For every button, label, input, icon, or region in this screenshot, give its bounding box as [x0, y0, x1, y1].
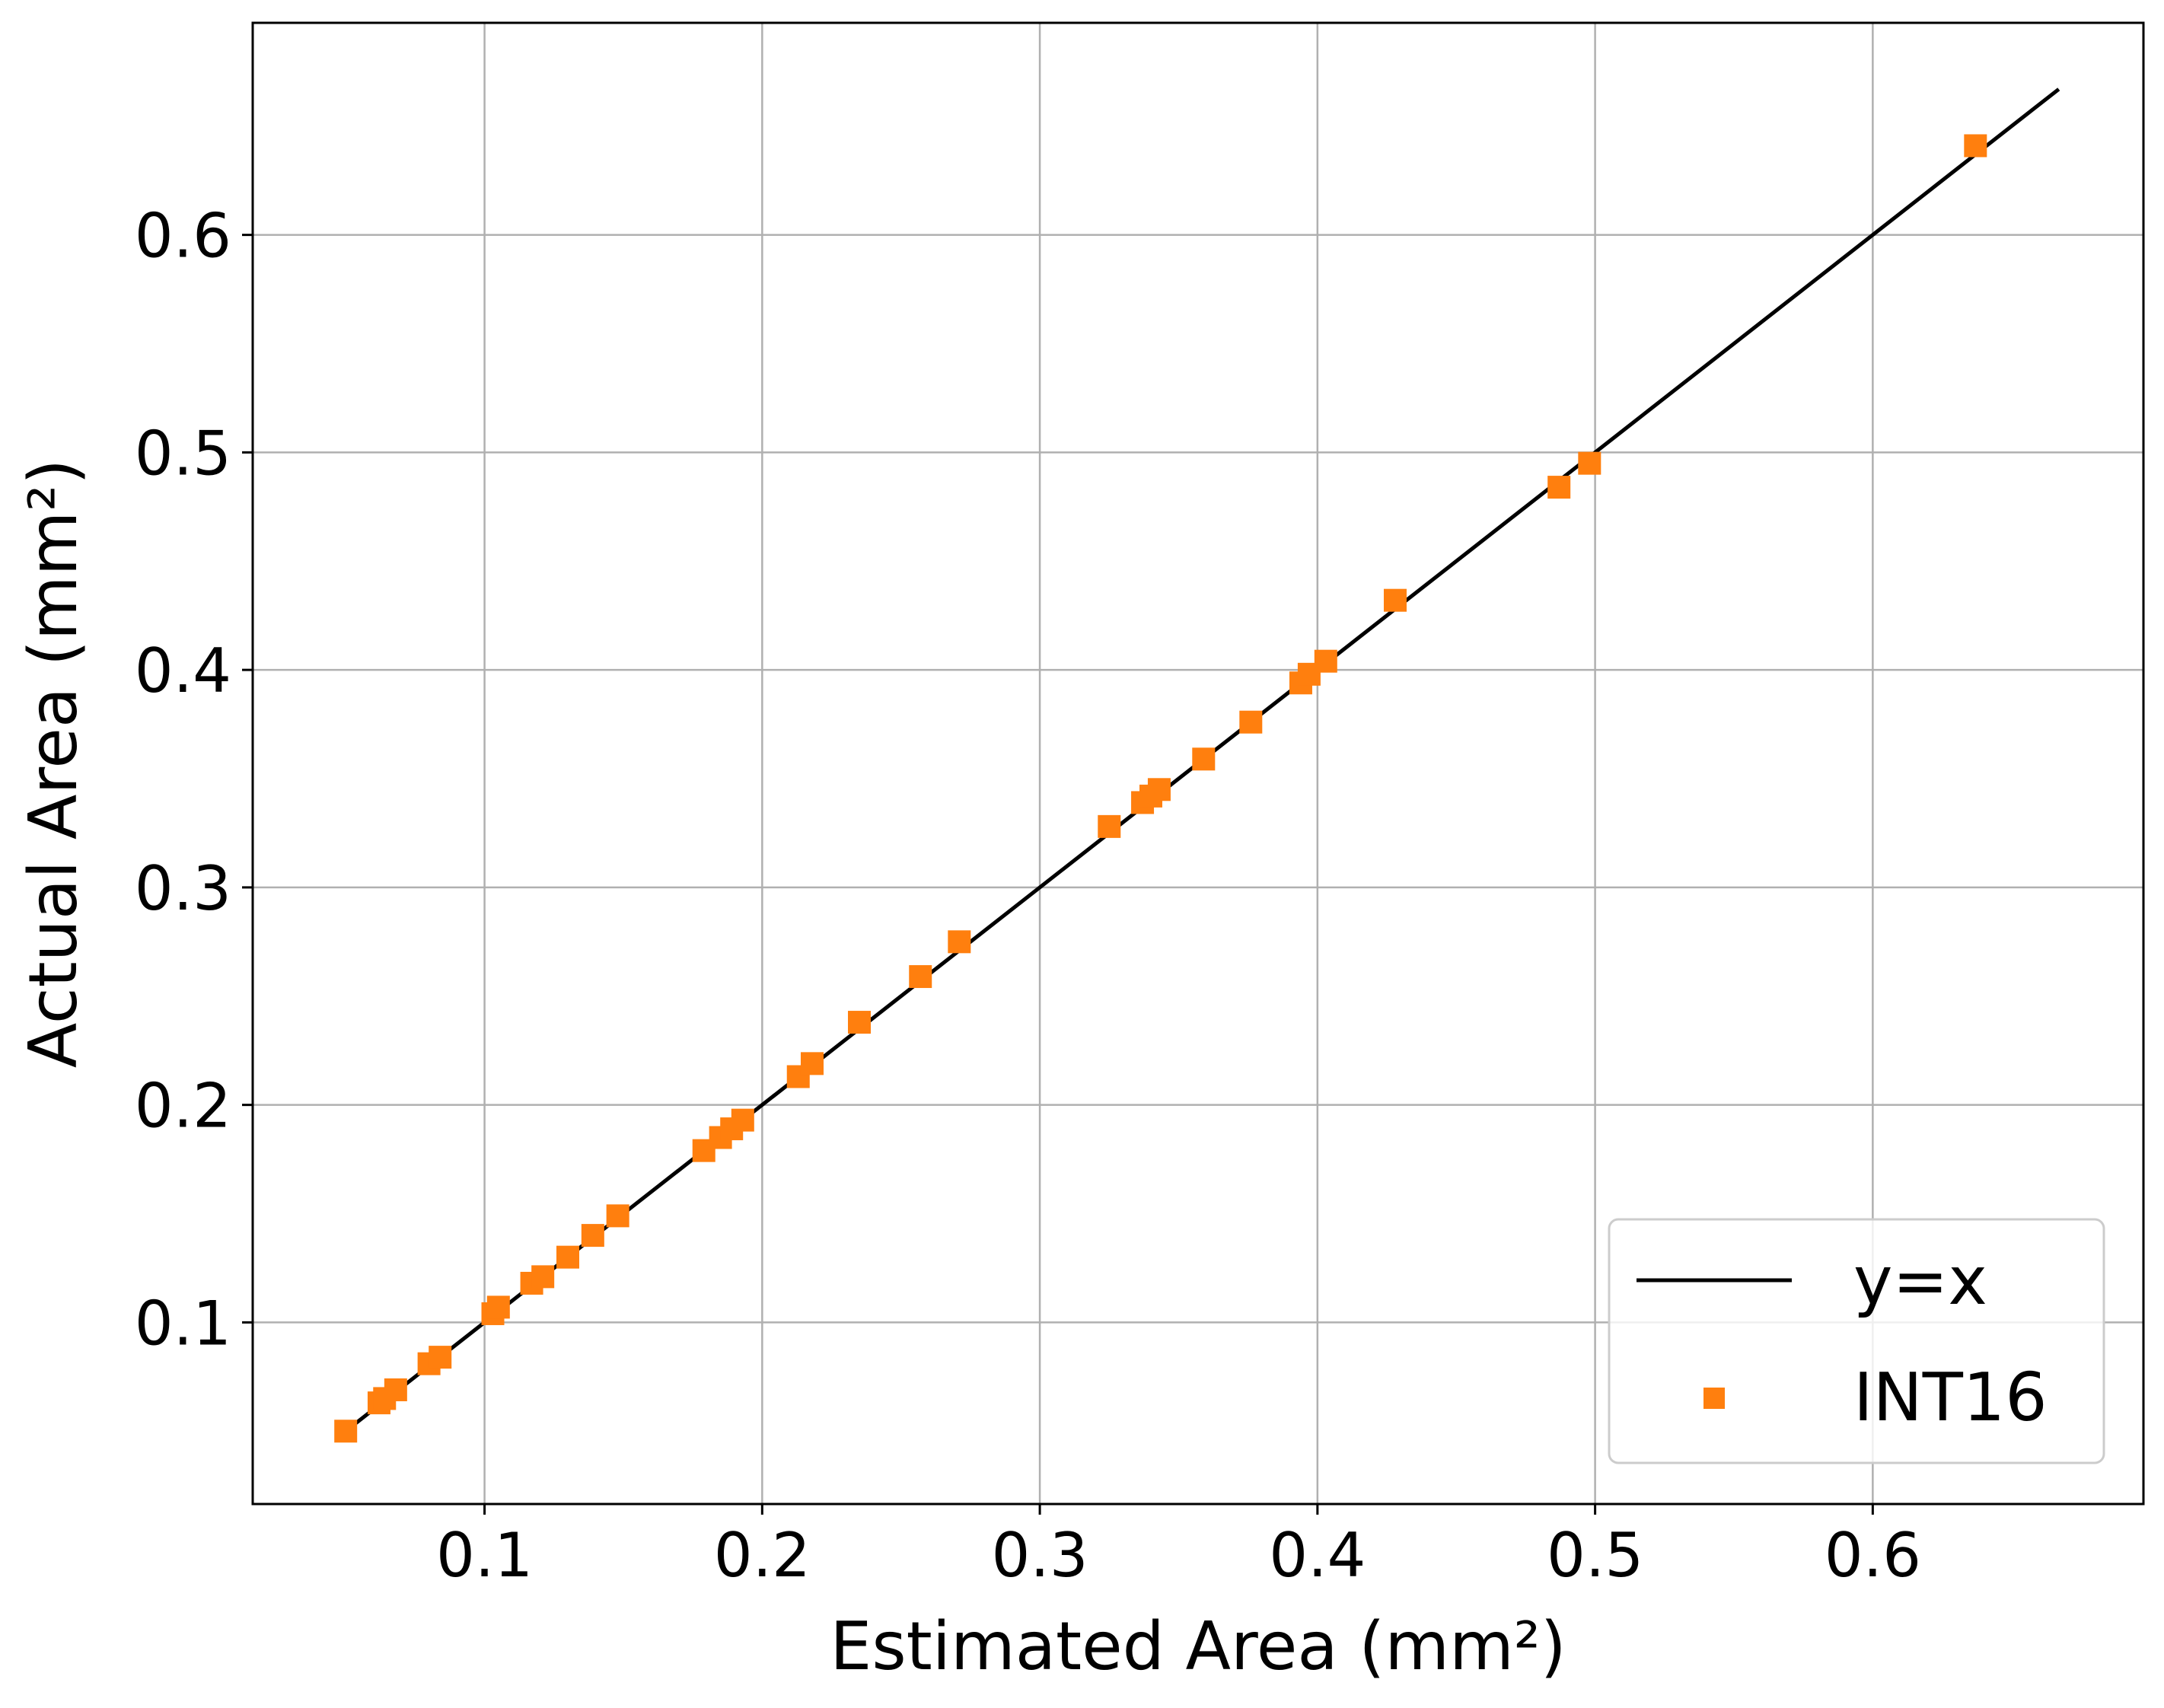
data-point [1578, 451, 1601, 475]
data-point [1314, 649, 1337, 673]
y-tick-label: 0.1 [135, 1288, 231, 1359]
x-tick-label: 0.5 [1547, 1520, 1643, 1591]
plot-frame [251, 21, 2145, 1506]
data-point [531, 1265, 555, 1289]
data-point [581, 1224, 604, 1248]
data-point [556, 1245, 579, 1269]
legend-label-points: INT16 [1853, 1359, 2048, 1436]
y-tick-label: 0.3 [135, 853, 231, 924]
data-point [486, 1295, 510, 1319]
legend: y=x INT16 [1608, 1218, 2105, 1464]
legend-label-line: y=x [1853, 1242, 1987, 1320]
int16-points-series [334, 134, 1987, 1443]
x-tick-label: 0.4 [1269, 1520, 1366, 1591]
data-point [1239, 710, 1263, 734]
y-tick-label: 0.4 [135, 636, 231, 706]
data-point [1147, 778, 1171, 801]
data-point [1383, 588, 1407, 612]
legend-square-swatch [1703, 1388, 1725, 1409]
data-point [948, 930, 971, 954]
data-point [1964, 134, 1987, 158]
data-point [1098, 814, 1121, 838]
y-tick-label: 0.2 [135, 1071, 231, 1142]
x-tick-label: 0.6 [1825, 1520, 1921, 1591]
x-tick-label: 0.1 [436, 1520, 533, 1591]
y-tick-label: 0.5 [135, 418, 231, 489]
data-point [731, 1108, 754, 1132]
data-point [606, 1204, 629, 1228]
data-point [1192, 747, 1216, 771]
data-point [909, 965, 932, 989]
y-axis-label: Actual Area (mm²) [14, 459, 92, 1068]
data-point [429, 1346, 452, 1369]
x-tick-label: 0.3 [991, 1520, 1088, 1591]
data-point [800, 1052, 824, 1075]
data-point [1547, 476, 1571, 499]
data-point [334, 1420, 358, 1443]
data-point [847, 1011, 871, 1034]
x-axis-label: Estimated Area (mm²) [830, 1608, 1566, 1685]
grid-lines [253, 23, 2143, 1504]
x-tick-label: 0.2 [714, 1520, 811, 1591]
y-axis-ticks: 0.1 0.2 0.3 0.4 0.5 0.6 [135, 201, 253, 1359]
x-axis-ticks: 0.1 0.2 0.3 0.4 0.5 0.6 [436, 1504, 1921, 1591]
y-tick-label: 0.6 [135, 201, 231, 272]
data-point [384, 1378, 407, 1401]
